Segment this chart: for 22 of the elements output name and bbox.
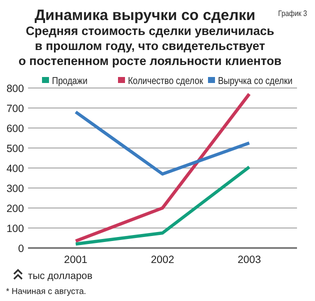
x-tick-label: 2002 bbox=[150, 254, 174, 266]
legend-label: Количество сделок bbox=[128, 75, 204, 86]
text: * Начиная с августа. bbox=[6, 286, 86, 296]
y-tick-label: 100 bbox=[6, 223, 24, 235]
y-tick-label: 300 bbox=[6, 183, 24, 195]
y-tick-label: 0 bbox=[18, 243, 24, 255]
legend-label: Выручка со сделки bbox=[218, 75, 292, 86]
text: График 3 bbox=[278, 8, 307, 18]
y-tick-label: 600 bbox=[6, 123, 24, 135]
x-tick-label: 2001 bbox=[64, 254, 88, 266]
text: в прошлом году, что свидетельствует bbox=[34, 39, 266, 53]
y-tick-label: 500 bbox=[6, 143, 24, 155]
chart-title: Динамика выручки со сделки bbox=[34, 7, 256, 24]
text: тыс долларов bbox=[28, 271, 92, 282]
text: Средняя стоимость сделки увеличилась bbox=[26, 24, 274, 38]
y-tick-label: 200 bbox=[6, 203, 24, 215]
legend-label: Продажи bbox=[52, 75, 88, 86]
y-tick-label: 700 bbox=[6, 103, 24, 115]
text: о постепенном росте лояльности клиентов bbox=[18, 54, 282, 68]
y-tick-label: 800 bbox=[6, 83, 24, 95]
y-tick-label: 400 bbox=[6, 163, 24, 175]
x-tick-label: 2003 bbox=[238, 254, 262, 266]
